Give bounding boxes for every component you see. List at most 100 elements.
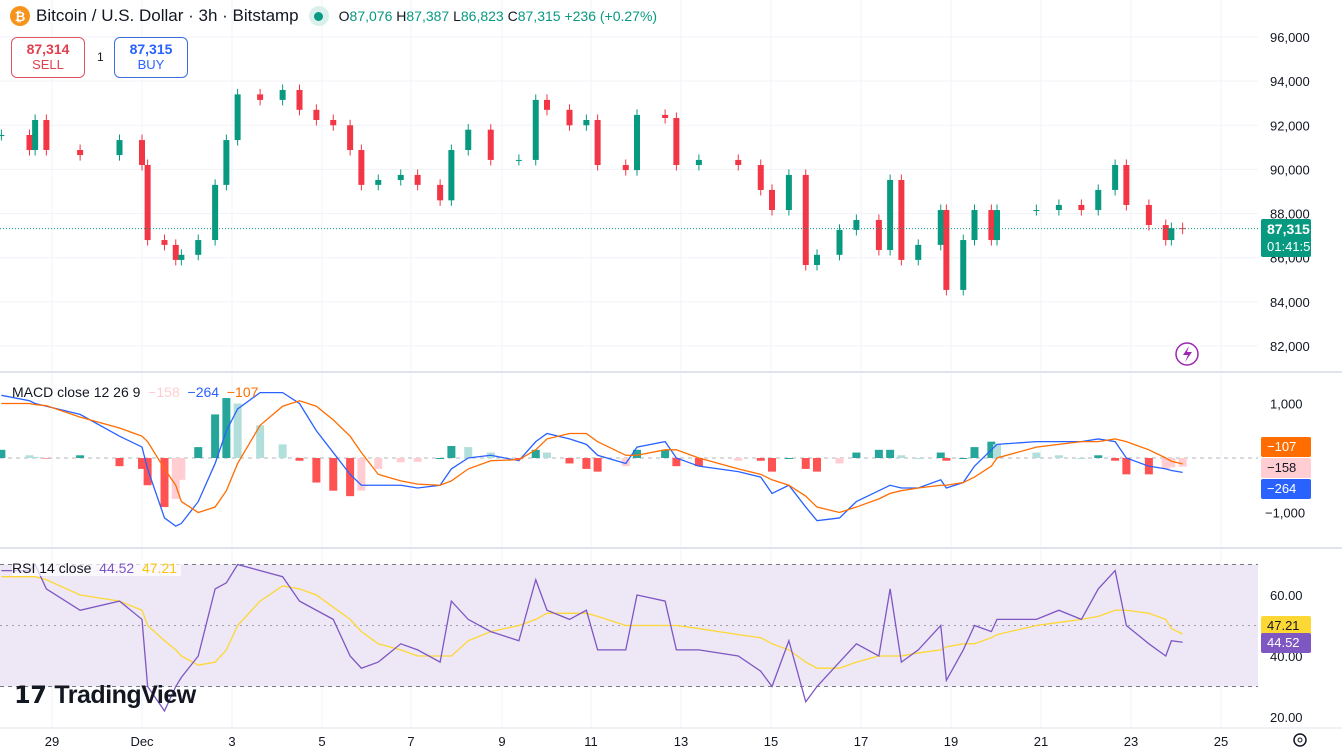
macd-histogram-bar (756, 458, 765, 461)
signal-value: −107 (226, 384, 259, 400)
candle (161, 240, 168, 245)
bitcoin-icon: ₿ (10, 6, 30, 26)
macd-histogram-bar (1094, 455, 1103, 458)
time-axis-label: 5 (318, 734, 325, 749)
candle (583, 119, 590, 126)
macd-histogram-bar (413, 458, 422, 462)
macd-histogram-bar (897, 455, 906, 458)
macd-histogram-bar (295, 458, 304, 461)
lightning-icon[interactable] (1175, 342, 1199, 366)
market-open-dot-icon (308, 6, 329, 26)
symbol-header: ₿ Bitcoin / U.S. Dollar · 3h · Bitstamp … (10, 6, 657, 26)
buy-price: 87,315 (129, 41, 173, 57)
candle (223, 140, 230, 185)
rsi-ma-value: 47.21 (142, 560, 178, 576)
price-axis-label: 94,000 (1270, 74, 1310, 89)
quantity[interactable]: 1 (97, 50, 104, 64)
macd-histogram-bar (447, 446, 456, 458)
macd-histogram-bar (396, 458, 405, 463)
macd-signal-tag: −107 (1261, 437, 1311, 457)
candle (397, 174, 404, 181)
candle (662, 114, 669, 118)
macd-line-tag: −264 (1261, 479, 1311, 499)
macd-legend[interactable]: MACD close 12 26 9 −158 −264 −107 (12, 384, 259, 400)
candle (695, 159, 702, 166)
macd-histogram-bar (768, 458, 776, 472)
rsi-axis-label: 60.00 (1270, 588, 1303, 603)
macd-histogram-bar (143, 458, 152, 486)
price-axis-label: 96,000 (1270, 30, 1310, 45)
macd-histogram-bar (76, 455, 85, 458)
symbol-title[interactable]: Bitcoin / U.S. Dollar · 3h · Bitstamp (36, 6, 299, 25)
rsi-legend[interactable]: RSI 14 close 44.52 47.21 (12, 560, 182, 576)
tradingview-logo[interactable]: 𝟭𝟳 TradingView (14, 681, 196, 709)
candle (437, 184, 444, 201)
macd-axis-label: 1,000 (1270, 397, 1303, 412)
macd-histogram-bar (734, 458, 743, 461)
candle (735, 159, 742, 166)
macd-histogram-bar (115, 458, 124, 467)
macd-histogram-bar (278, 444, 287, 458)
macd-histogram-bar (31, 456, 40, 458)
macd-axis-label: −1,000 (1265, 506, 1305, 521)
candle (937, 210, 944, 245)
time-axis-label: 9 (498, 734, 505, 749)
macd-histogram-bar (661, 449, 670, 458)
lightning-icon-bolt (1183, 346, 1192, 362)
macd-histogram-bar (194, 447, 203, 458)
macd-histogram-bar (357, 458, 366, 491)
macd-histogram-bar (543, 452, 551, 458)
macd-histogram-bar (171, 458, 180, 499)
candle (1033, 210, 1040, 212)
candle (532, 99, 539, 160)
macd-hist-tag: −158 (1261, 458, 1311, 478)
buy-button[interactable]: 87,315 BUY (114, 37, 188, 78)
rsi-tag: 44.52 (1261, 633, 1311, 653)
macd-histogram-bar (565, 458, 574, 464)
macd-histogram-bar (1032, 452, 1041, 458)
candle (26, 134, 33, 150)
macd-histogram-bar (1054, 455, 1063, 458)
sell-label: SELL (32, 57, 64, 72)
macd-histogram-bar (25, 455, 34, 458)
macd-histogram-bar (914, 458, 923, 459)
time-axis-label: 15 (764, 734, 778, 749)
macd-histogram-bar (514, 458, 523, 460)
macd-histogram-bar (993, 444, 1001, 458)
candle (673, 117, 680, 166)
settings-gear-icon[interactable] (1293, 733, 1307, 747)
candle (1123, 165, 1130, 205)
macd-histogram-bar (222, 398, 231, 458)
candle (915, 244, 922, 260)
candle (988, 210, 995, 241)
candle (971, 210, 978, 241)
candle (887, 180, 894, 250)
time-axis-label: 29 (45, 734, 59, 749)
candle (898, 180, 905, 260)
candle (566, 109, 573, 126)
candle (330, 119, 337, 126)
price-axis-label: 84,000 (1270, 295, 1310, 310)
macd-histogram-bar (256, 425, 265, 458)
ohlc-values: O87,076 H87,387 L86,823 C87,315 +236 (+0… (338, 8, 658, 24)
macd-histogram-bar (138, 458, 146, 469)
price-axis-label: 82,000 (1270, 339, 1310, 354)
rsi-ma-line (1, 576, 1183, 669)
gear-icon-ring (1293, 733, 1307, 747)
time-axis-label: 7 (407, 734, 414, 749)
macd-histogram-bar (42, 458, 51, 459)
candle (195, 240, 202, 255)
rsi-line (1, 563, 1183, 713)
candle (960, 240, 967, 290)
open-value: 87,076 (349, 8, 393, 24)
macd-histogram-bar (784, 458, 793, 459)
macd-histogram-bar (852, 452, 861, 458)
close-value: 87,315 (517, 8, 561, 24)
sell-button[interactable]: 87,314 SELL (11, 37, 85, 78)
candle (814, 254, 820, 265)
macd-hist-value: −158 (148, 384, 180, 400)
candle (853, 219, 860, 230)
candle (1095, 189, 1102, 211)
macd-histogram-bar (464, 447, 473, 458)
